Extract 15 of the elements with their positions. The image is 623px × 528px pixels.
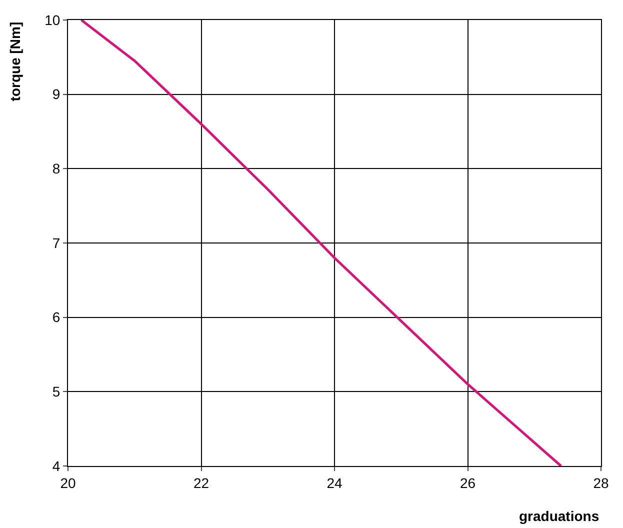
x-tick-label: 28 xyxy=(593,474,609,491)
y-tick-label: 7 xyxy=(52,234,60,251)
y-tick-label: 9 xyxy=(52,86,60,102)
y-tick-label: 6 xyxy=(52,309,60,326)
x-tick-label: 24 xyxy=(326,474,342,491)
y-axis-title: torque [Nm] xyxy=(7,22,24,102)
y-tick-label: 10 xyxy=(44,12,60,28)
y-tick-label: 4 xyxy=(52,458,60,474)
line-series xyxy=(80,20,562,466)
x-tick-label: 20 xyxy=(60,474,76,491)
x-tick-label: 26 xyxy=(460,474,476,491)
y-tick-label: 5 xyxy=(52,384,60,400)
y-tick-label: 8 xyxy=(52,160,60,177)
x-tick-label: 22 xyxy=(193,474,210,491)
x-axis-title: graduations xyxy=(519,508,600,524)
